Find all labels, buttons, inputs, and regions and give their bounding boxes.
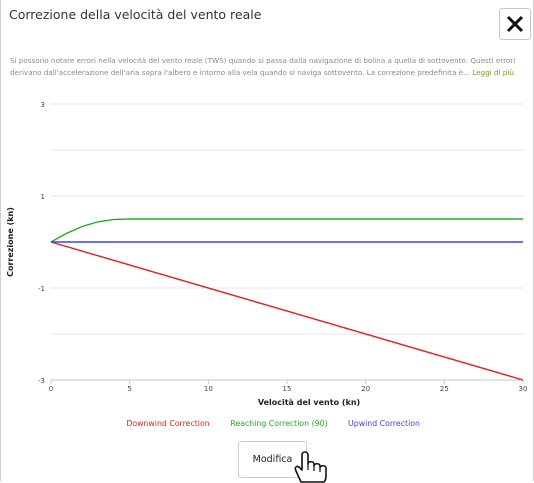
x-tick-label: 30 (519, 385, 528, 393)
x-tick-label: 25 (440, 385, 449, 393)
close-icon (506, 15, 524, 33)
x-tick-label: 15 (283, 385, 292, 393)
series-line-downwind (50, 241, 524, 381)
y-axis-label: Correzione (kn) (6, 207, 15, 277)
y-tick-label: -3 (38, 377, 45, 385)
modify-button[interactable]: Modifica (238, 441, 307, 478)
close-button[interactable] (499, 8, 531, 40)
dialog-title: Correzione della velocità del vento real… (9, 7, 262, 22)
series-line-reaching (50, 218, 523, 243)
x-axis-label: Velocità del vento (kn) (258, 398, 360, 407)
x-tick-label: 20 (361, 385, 370, 393)
description: Si possono notare errori nella velocità … (10, 55, 532, 79)
y-tick-label: 3 (41, 101, 45, 109)
legend-entry: Upwind Correction (348, 419, 420, 428)
x-tick-label: 10 (204, 385, 213, 393)
legend-entry: Reaching Correction (90) (230, 419, 327, 428)
description-text: Si possono notare errori nella velocità … (10, 56, 516, 77)
read-more-link[interactable]: Leggi di più (472, 68, 514, 77)
x-tick-label: 0 (49, 385, 53, 393)
legend-entry: Downwind Correction (126, 419, 209, 428)
y-tick-label: -1 (38, 285, 45, 293)
x-tick-label: 5 (127, 385, 131, 393)
y-tick-label: 1 (41, 193, 45, 201)
